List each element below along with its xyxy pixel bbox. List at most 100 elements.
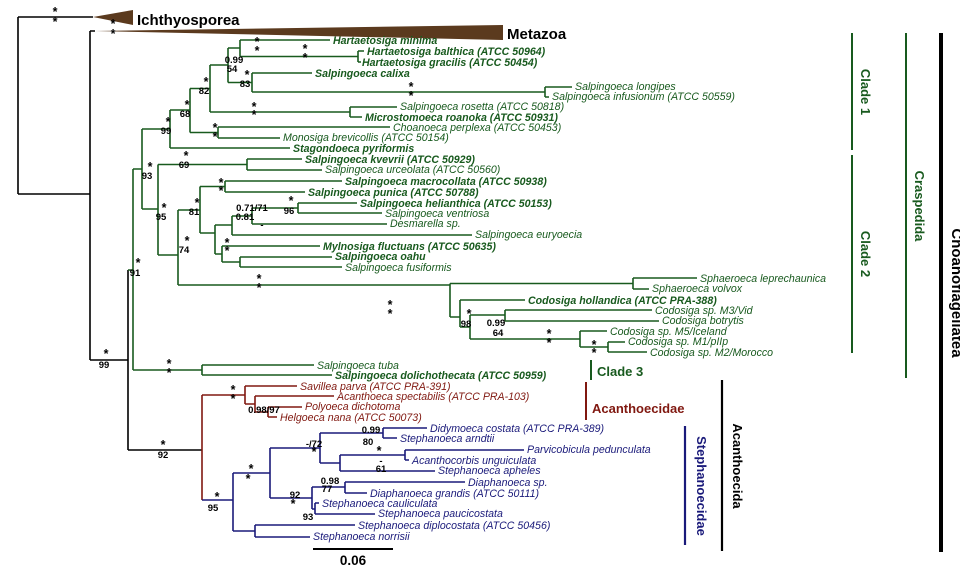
support-value: 99 — [99, 360, 110, 371]
support-value: 77 — [322, 484, 333, 495]
taxon-label: Salpingoeca infusionum (ATCC 50559) — [552, 91, 735, 103]
taxon-label: Stagondoeca pyriformis — [293, 143, 414, 155]
support-value: * — [388, 298, 393, 312]
choanoflagellatea-label: Choanoflagellatea — [948, 228, 960, 358]
taxon-label: Polyoeca dichotoma — [305, 401, 401, 413]
support-value: * — [111, 17, 116, 31]
support-value: * — [547, 336, 552, 350]
support-value: * — [166, 115, 171, 129]
taxon-label: Savillea parva (ATCC PRA-391) — [300, 381, 451, 393]
support-value: * — [167, 366, 172, 380]
acanthoecida-label: Acanthoecida — [730, 423, 745, 509]
support-value: * — [303, 42, 308, 56]
support-value: * — [303, 51, 308, 65]
support-value: * — [111, 27, 116, 41]
taxon-label: Choanoeca perplexa (ATCC 50453) — [393, 122, 561, 134]
stephanoecidae-branch-lines — [202, 427, 524, 538]
support-value: * — [592, 338, 597, 352]
support-value: * — [225, 244, 230, 258]
support-value: * — [195, 196, 200, 210]
support-value: - — [260, 220, 263, 231]
taxon-label: Didymoeca costata (ATCC PRA-389) — [430, 423, 604, 435]
support-value: 0.81 — [236, 212, 255, 223]
taxon-label: Salpingoeca longipes — [575, 81, 676, 93]
acanthoecidae-label: Acanthoecidae — [592, 401, 684, 416]
taxon-label: Salpingoeca calixa — [315, 68, 410, 80]
support-value: 0.99 — [225, 55, 244, 66]
support-value: 69 — [179, 160, 190, 171]
taxon-label: Codosiga sp. M1/pIIp — [628, 336, 728, 348]
taxon-label: Acanthocorbis unguiculata — [411, 455, 536, 467]
support-value: * — [225, 236, 230, 250]
taxon-label: Codosiga sp. M5/Iceland — [610, 326, 728, 338]
support-value: * — [409, 80, 414, 94]
support-value: * — [467, 307, 472, 321]
backbone-branch-lines — [17, 16, 202, 451]
acanthoecidae-branch-lines — [201, 385, 334, 500]
support-value: 82 — [199, 86, 210, 97]
support-value: 0.99 — [487, 318, 506, 329]
support-value: * — [53, 5, 58, 19]
support-value: 93 — [142, 171, 153, 182]
support-value: * — [231, 392, 236, 406]
support-value: 74 — [179, 245, 190, 256]
taxon-label: Salpingoeca kvevrii (ATCC 50929) — [305, 154, 475, 166]
taxon-label: Stephanoeca paucicostata — [378, 508, 503, 520]
taxon-label: Microstomoeca roanoka (ATCC 50931) — [365, 112, 558, 124]
taxon-label: Stephanoeca apheles — [438, 465, 541, 477]
taxon-label: Diaphanoeca sp. — [468, 477, 548, 489]
support-value: * — [289, 194, 294, 208]
taxon-label: Helgoeca nana (ATCC 50073) — [280, 412, 422, 424]
support-value: 54 — [227, 64, 238, 75]
support-value: 91 — [130, 268, 141, 279]
support-value: * — [215, 490, 220, 504]
support-value: * — [257, 281, 262, 295]
support-value: * — [255, 35, 260, 49]
taxon-label: Salpingoeca rosetta (ATCC 50818) — [400, 101, 564, 113]
taxon-label: Salpingoeca ventriosa — [385, 208, 489, 220]
taxon-label: Salpingoeca euryoecia — [475, 229, 582, 241]
support-value: 92 — [290, 490, 301, 501]
taxon-label: Stephanoeca arndtii — [400, 433, 495, 445]
taxon-label: Codosiga sp. M3/Vid — [655, 305, 754, 317]
taxon-label: Stephanoeca cauliculata — [322, 498, 438, 510]
support-value: 98 — [461, 319, 472, 330]
support-value: 0.71/71 — [236, 203, 268, 214]
support-value: 95 — [156, 212, 167, 223]
support-value: 99 — [161, 126, 172, 137]
support-value: * — [213, 130, 218, 144]
support-value: * — [592, 346, 597, 360]
support-value: 93 — [303, 512, 314, 523]
support-value: -/72 — [306, 439, 322, 450]
taxon-label: Salpingoeca oahu — [335, 251, 426, 263]
support-value: * — [219, 184, 224, 198]
taxon-label: Salpingoeca punica (ATCC 50788) — [308, 187, 479, 199]
support-value: * — [185, 98, 190, 112]
taxon-label: Sphaeroeca volvox — [652, 283, 743, 295]
support-value: * — [255, 44, 260, 58]
scale-bar-label: 0.06 — [340, 553, 367, 568]
support-value: * — [148, 160, 153, 174]
support-value: * — [219, 176, 224, 190]
support-value: * — [409, 89, 414, 103]
support-value: * — [547, 327, 552, 341]
support-value: * — [249, 462, 254, 476]
craspedida-label: Craspedida — [912, 171, 927, 243]
taxon-label: Stephanoeca diplocostata (ATCC 50456) — [358, 520, 550, 532]
taxon-label: Acanthoeca spectabilis (ATCC PRA-103) — [336, 391, 529, 403]
support-value: * — [136, 256, 141, 270]
outgroup-label-ichthyosporea: Ichthyosporea — [137, 12, 240, 29]
support-value: * — [185, 234, 190, 248]
support-value: * — [231, 383, 236, 397]
support-value: 81 — [189, 207, 200, 218]
support-value: 95 — [208, 503, 219, 514]
clade1-label: Clade 1 — [858, 69, 873, 115]
clade3-label: Clade 3 — [597, 364, 643, 379]
support-value: 80 — [363, 437, 374, 448]
taxon-label: Hartaetosiga gracilis (ATCC 50454) — [362, 57, 538, 69]
taxon-label: Salpingoeca urceolata (ATCC 50560) — [325, 164, 500, 176]
support-value: * — [213, 121, 218, 135]
